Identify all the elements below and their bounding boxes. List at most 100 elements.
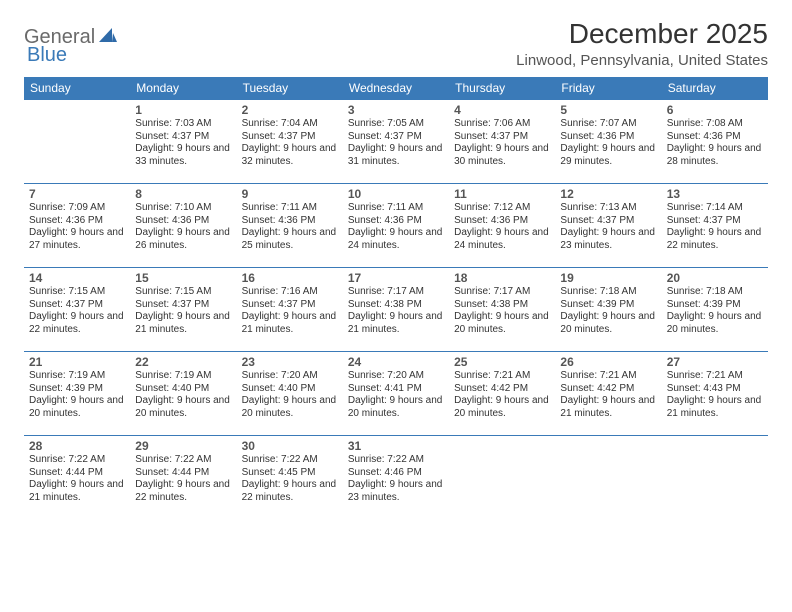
day-sun-info: Sunrise: 7:03 AMSunset: 4:37 PMDaylight:…	[135, 118, 231, 168]
daylight-line: Daylight: 9 hours and 20 minutes.	[560, 311, 656, 336]
weekday-header: Friday	[555, 77, 661, 100]
sunset-line: Sunset: 4:36 PM	[242, 215, 338, 228]
day-sun-info: Sunrise: 7:07 AMSunset: 4:36 PMDaylight:…	[560, 118, 656, 168]
daylight-line: Daylight: 9 hours and 21 minutes.	[242, 311, 338, 336]
day-number: 25	[454, 355, 550, 369]
location-subtitle: Linwood, Pennsylvania, United States	[516, 52, 768, 69]
day-sun-info: Sunrise: 7:15 AMSunset: 4:37 PMDaylight:…	[135, 286, 231, 336]
day-sun-info: Sunrise: 7:21 AMSunset: 4:43 PMDaylight:…	[667, 370, 763, 420]
calendar-day-cell: 31Sunrise: 7:22 AMSunset: 4:46 PMDayligh…	[343, 436, 449, 520]
sunset-line: Sunset: 4:43 PM	[667, 383, 763, 396]
sunrise-line: Sunrise: 7:21 AM	[560, 370, 656, 383]
daylight-line: Daylight: 9 hours and 21 minutes.	[29, 479, 125, 504]
day-number: 30	[242, 439, 338, 453]
sunset-line: Sunset: 4:37 PM	[135, 131, 231, 144]
calendar-day-cell	[555, 436, 661, 520]
weekday-header: Tuesday	[237, 77, 343, 100]
day-number: 12	[560, 187, 656, 201]
calendar-day-cell	[662, 436, 768, 520]
daylight-line: Daylight: 9 hours and 21 minutes.	[135, 311, 231, 336]
sunset-line: Sunset: 4:37 PM	[242, 131, 338, 144]
weekday-header: Thursday	[449, 77, 555, 100]
day-number: 29	[135, 439, 231, 453]
daylight-line: Daylight: 9 hours and 21 minutes.	[560, 395, 656, 420]
sunrise-line: Sunrise: 7:15 AM	[135, 286, 231, 299]
sunrise-line: Sunrise: 7:21 AM	[667, 370, 763, 383]
calendar-week-row: 14 Sunrise: 7:15 AMSunset: 4:37 PMDayligh…	[24, 268, 768, 352]
calendar-day-cell: 28Sunrise: 7:22 AMSunset: 4:44 PMDayligh…	[24, 436, 130, 520]
day-sun-info: Sunrise: 7:21 AMSunset: 4:42 PMDaylight:…	[560, 370, 656, 420]
sunrise-line: Sunrise: 7:18 AM	[667, 286, 763, 299]
day-sun-info: Sunrise: 7:16 AMSunset: 4:37 PMDaylight:…	[242, 286, 338, 336]
daylight-line: Daylight: 9 hours and 32 minutes.	[242, 143, 338, 168]
daylight-line: Daylight: 9 hours and 22 minutes.	[242, 479, 338, 504]
day-number: 15	[135, 271, 231, 285]
calendar-day-cell: 26Sunrise: 7:21 AMSunset: 4:42 PMDayligh…	[555, 352, 661, 436]
daylight-line: Daylight: 9 hours and 22 minutes.	[667, 227, 763, 252]
sunrise-line: Sunrise: 7:08 AM	[667, 118, 763, 131]
sunrise-line: Sunrise: 7:04 AM	[242, 118, 338, 131]
calendar-week-row: 7Sunrise: 7:09 AMSunset: 4:36 PMDaylight…	[24, 184, 768, 268]
day-sun-info: Sunrise: 7:04 AMSunset: 4:37 PMDaylight:…	[242, 118, 338, 168]
day-sun-info: Sunrise: 7:13 AMSunset: 4:37 PMDaylight:…	[560, 202, 656, 252]
day-number: 3	[348, 103, 444, 117]
header: General December 2025 Linwood, Pennsylva…	[24, 18, 768, 69]
day-sun-info: Sunrise: 7:22 AMSunset: 4:44 PMDaylight:…	[135, 454, 231, 504]
day-sun-info: Sunrise: 7:22 AMSunset: 4:45 PMDaylight:…	[242, 454, 338, 504]
day-number: 18	[454, 271, 550, 285]
day-number: 27	[667, 355, 763, 369]
day-number: 14	[29, 271, 125, 285]
sunset-line: Sunset: 4:39 PM	[667, 299, 763, 312]
weekday-header: Sunday	[24, 77, 130, 100]
calendar-day-cell: 25Sunrise: 7:21 AMSunset: 4:42 PMDayligh…	[449, 352, 555, 436]
calendar-day-cell: 21Sunrise: 7:19 AMSunset: 4:39 PMDayligh…	[24, 352, 130, 436]
calendar-day-cell: 1Sunrise: 7:03 AMSunset: 4:37 PMDaylight…	[130, 100, 236, 184]
calendar-day-cell: 23Sunrise: 7:20 AMSunset: 4:40 PMDayligh…	[237, 352, 343, 436]
sunrise-line: Sunrise: 7:05 AM	[348, 118, 444, 131]
sunrise-line: Sunrise: 7:11 AM	[348, 202, 444, 215]
sunrise-line: Sunrise: 7:13 AM	[560, 202, 656, 215]
sunrise-line: Sunrise: 7:11 AM	[242, 202, 338, 215]
day-sun-info: Sunrise: 7:19 AMSunset: 4:40 PMDaylight:…	[135, 370, 231, 420]
logo-sail-icon	[99, 27, 117, 48]
weekday-header: Monday	[130, 77, 236, 100]
day-number: 2	[242, 103, 338, 117]
day-number: 13	[667, 187, 763, 201]
sunset-line: Sunset: 4:38 PM	[348, 299, 444, 312]
day-sun-info: Sunrise: 7:09 AMSunset: 4:36 PMDaylight:…	[29, 202, 125, 252]
day-number: 4	[454, 103, 550, 117]
day-number: 16	[242, 271, 338, 285]
sunset-line: Sunset: 4:42 PM	[454, 383, 550, 396]
sunrise-line: Sunrise: 7:20 AM	[348, 370, 444, 383]
day-sun-info: Sunrise: 7:21 AMSunset: 4:42 PMDaylight:…	[454, 370, 550, 420]
day-number: 31	[348, 439, 444, 453]
calendar-day-cell: 24Sunrise: 7:20 AMSunset: 4:41 PMDayligh…	[343, 352, 449, 436]
daylight-line: Daylight: 9 hours and 20 minutes.	[135, 395, 231, 420]
sunset-line: Sunset: 4:36 PM	[29, 215, 125, 228]
sunrise-line: Sunrise: 7:14 AM	[667, 202, 763, 215]
day-sun-info: Sunrise: 7:11 AMSunset: 4:36 PMDaylight:…	[242, 202, 338, 252]
sunrise-line: Sunrise: 7:17 AM	[454, 286, 550, 299]
day-number: 19	[560, 271, 656, 285]
sunset-line: Sunset: 4:36 PM	[560, 131, 656, 144]
sunrise-line: Sunrise: 7:17 AM	[348, 286, 444, 299]
daylight-line: Daylight: 9 hours and 20 minutes.	[242, 395, 338, 420]
day-sun-info: Sunrise: 7:08 AMSunset: 4:36 PMDaylight:…	[667, 118, 763, 168]
sunset-line: Sunset: 4:39 PM	[560, 299, 656, 312]
daylight-line: Daylight: 9 hours and 21 minutes.	[667, 395, 763, 420]
calendar-day-cell: 14Sunrise: 7:15 AMSunset: 4:37 PMDayligh…	[24, 268, 130, 352]
daylight-line: Daylight: 9 hours and 20 minutes.	[454, 311, 550, 336]
daylight-line: Daylight: 9 hours and 29 minutes.	[560, 143, 656, 168]
day-sun-info: Sunrise: 7:19 AMSunset: 4:39 PMDaylight:…	[29, 370, 125, 420]
calendar-day-cell: 30Sunrise: 7:22 AMSunset: 4:45 PMDayligh…	[237, 436, 343, 520]
sunrise-line: Sunrise: 7:10 AM	[135, 202, 231, 215]
daylight-line: Daylight: 9 hours and 20 minutes.	[667, 311, 763, 336]
calendar-day-cell: 20Sunrise: 7:18 AMSunset: 4:39 PMDayligh…	[662, 268, 768, 352]
day-number: 9	[242, 187, 338, 201]
sunrise-line: Sunrise: 7:19 AM	[135, 370, 231, 383]
day-number: 26	[560, 355, 656, 369]
calendar-day-cell: 11Sunrise: 7:12 AMSunset: 4:36 PMDayligh…	[449, 184, 555, 268]
calendar-day-cell: 10Sunrise: 7:11 AMSunset: 4:36 PMDayligh…	[343, 184, 449, 268]
daylight-line: Daylight: 9 hours and 20 minutes.	[29, 395, 125, 420]
day-number: 23	[242, 355, 338, 369]
